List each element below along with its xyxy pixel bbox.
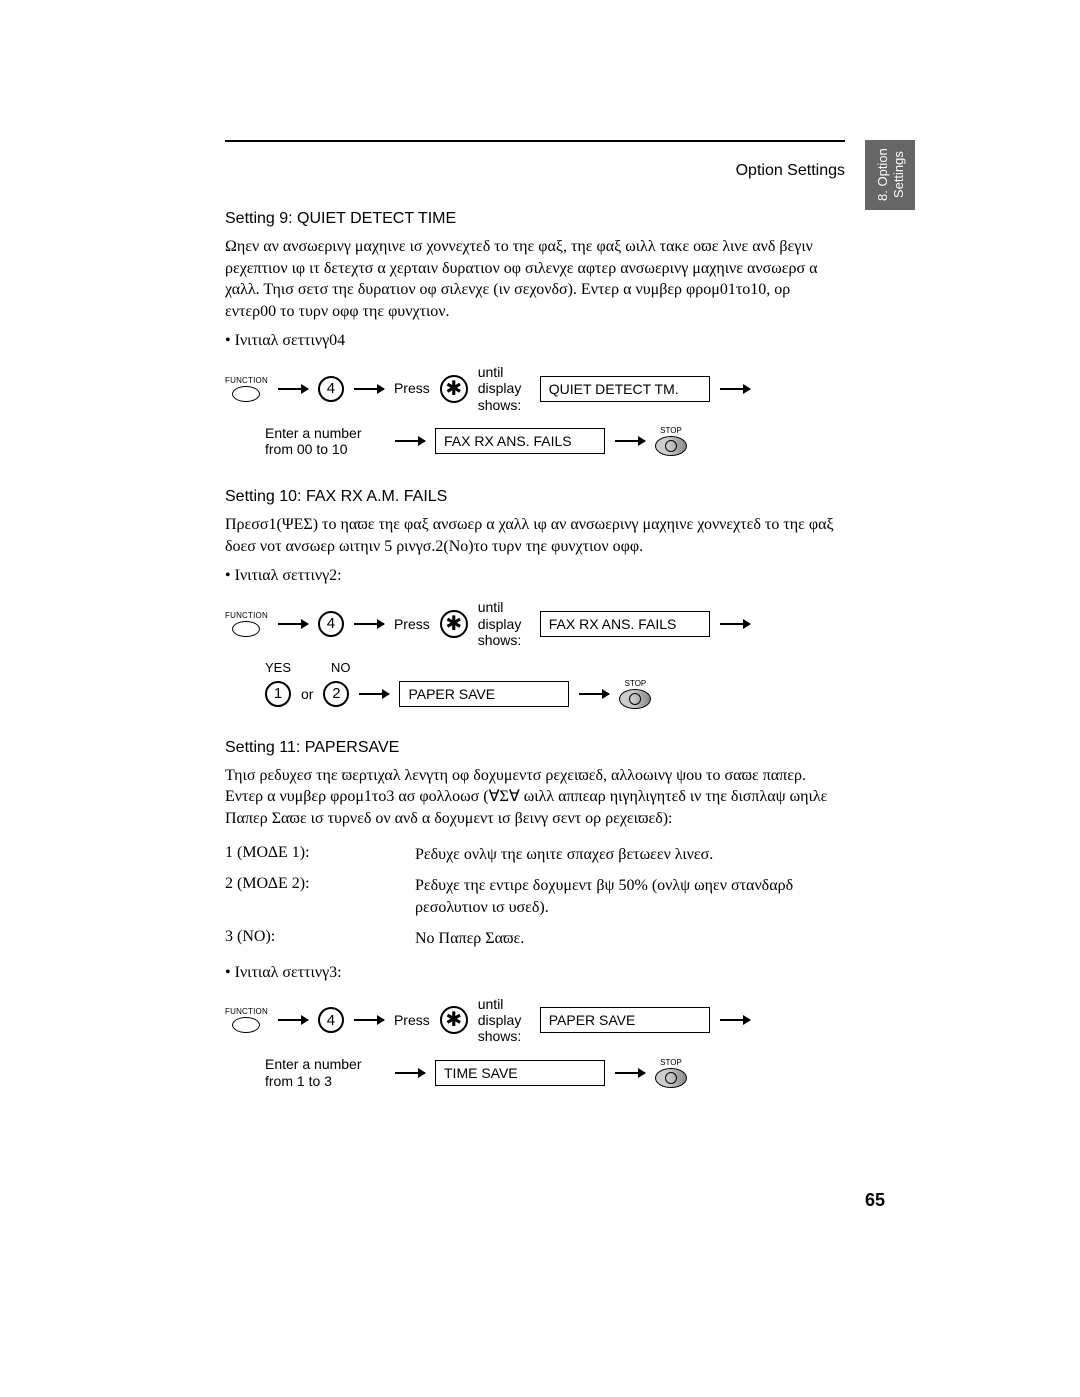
lcd-display: PAPER SAVE	[540, 1007, 710, 1033]
arrow-icon	[720, 388, 750, 390]
setting10-body: Πρεσσ1(ΨΕΣ) το ηαϖε τηε φαξ ανσωερ α χαλ…	[225, 514, 845, 557]
function-label: FUNCTION	[225, 611, 268, 620]
mode-table: 1 (ΜΟΔΕ 1): Ρεδυχε ονλψ τηε ωηιτε σπαχεσ…	[225, 844, 845, 950]
arrow-icon	[359, 693, 389, 695]
arrow-icon	[615, 440, 645, 442]
arrow-icon	[354, 388, 384, 390]
press-label: Press	[394, 1012, 430, 1028]
setting11-heading: Setting 11: PAPERSAVE	[225, 739, 845, 757]
stop-button: STOP	[619, 679, 651, 709]
until-label: until display shows:	[478, 599, 530, 647]
arrow-icon	[395, 440, 425, 442]
function-oval	[232, 621, 260, 637]
star-key: ✱	[440, 375, 468, 403]
arrow-icon	[354, 623, 384, 625]
lcd-display: QUIET DETECT TM.	[540, 376, 710, 402]
mode-val: Ρεδυχε ονλψ τηε ωηιτε σπαχεσ βετωεεν λιν…	[415, 844, 713, 866]
setting11-flow: FUNCTION 4 Press ✱ until display shows: …	[225, 996, 845, 1090]
press-label: Press	[394, 380, 430, 396]
setting11-body: Τηισ ρεδυχεσ τηε ϖερτιχαλ λενγτη οφ δοχυ…	[225, 765, 845, 830]
top-rule	[225, 140, 845, 142]
until-label: until display shows:	[478, 364, 530, 412]
mode-row: 3 (ΝΟ): Νο Παπερ Σαϖε.	[225, 928, 845, 950]
key-4: 4	[318, 1007, 344, 1033]
stop-button: STOP	[655, 1058, 687, 1088]
side-tab-line1: 8. Option	[874, 149, 889, 202]
stop-oval	[619, 689, 651, 709]
lcd-display: FAX RX ANS. FAILS	[435, 428, 605, 454]
arrow-icon	[278, 1019, 308, 1021]
key-1: 1	[265, 681, 291, 707]
arrow-icon	[395, 1072, 425, 1074]
press-label: Press	[394, 616, 430, 632]
stop-button: STOP	[655, 426, 687, 456]
star-key: ✱	[440, 610, 468, 638]
arrow-icon	[615, 1072, 645, 1074]
function-oval	[232, 386, 260, 402]
arrow-icon	[579, 693, 609, 695]
lcd-display: PAPER SAVE	[399, 681, 569, 707]
stop-label: STOP	[660, 426, 682, 435]
stop-label: STOP	[625, 679, 647, 688]
function-button: FUNCTION	[225, 376, 268, 402]
arrow-icon	[720, 623, 750, 625]
stop-oval	[655, 1068, 687, 1088]
key-4: 4	[318, 376, 344, 402]
star-key: ✱	[440, 1006, 468, 1034]
chapter-header: Option Settings	[225, 162, 845, 180]
stop-label: STOP	[660, 1058, 682, 1067]
or-label: or	[301, 686, 313, 702]
setting9-heading: Setting 9: QUIET DETECT TIME	[225, 210, 845, 228]
arrow-icon	[720, 1019, 750, 1021]
mode-key: 3 (ΝΟ):	[225, 928, 415, 950]
side-tab-line2: Settings	[890, 152, 905, 199]
setting11-initial: Ινιτιαλ σεττινγ3:	[225, 964, 845, 982]
enter-number-label: Enter a number from 1 to 3	[265, 1056, 385, 1090]
setting9-body: Ωηεν αν ανσωερινγ μαχηινε ισ χοννεχτεδ τ…	[225, 236, 845, 322]
arrow-icon	[354, 1019, 384, 1021]
mode-key: 2 (ΜΟΔΕ 2):	[225, 875, 415, 918]
function-oval	[232, 1017, 260, 1033]
arrow-icon	[278, 388, 308, 390]
function-button: FUNCTION	[225, 1007, 268, 1033]
enter-number-label: Enter a number from 00 to 10	[265, 425, 385, 459]
yes-no-labels: YES NO	[265, 660, 845, 675]
lcd-display: FAX RX ANS. FAILS	[540, 611, 710, 637]
side-tab: 8. Option Settings	[865, 140, 915, 210]
mode-row: 2 (ΜΟΔΕ 2): Ρεδυχε τηε εντιρε δοχυμεντ β…	[225, 875, 845, 918]
arrow-icon	[278, 623, 308, 625]
setting10-flow: FUNCTION 4 Press ✱ until display shows: …	[225, 599, 845, 708]
setting10-initial: Ινιτιαλ σεττινγ2:	[225, 567, 845, 585]
key-4: 4	[318, 611, 344, 637]
mode-val: Νο Παπερ Σαϖε.	[415, 928, 524, 950]
function-label: FUNCTION	[225, 376, 268, 385]
stop-oval	[655, 436, 687, 456]
function-label: FUNCTION	[225, 1007, 268, 1016]
mode-val: Ρεδυχε τηε εντιρε δοχυμεντ βψ 50% (ονλψ …	[415, 875, 845, 918]
page-number: 65	[865, 1190, 885, 1211]
mode-key: 1 (ΜΟΔΕ 1):	[225, 844, 415, 866]
setting9-flow: FUNCTION 4 Press ✱ until display shows: …	[225, 364, 845, 458]
until-label: until display shows:	[478, 996, 530, 1044]
side-tab-text: 8. Option Settings	[874, 149, 905, 202]
setting9-initial: Ινιτιαλ σεττινγ04	[225, 332, 845, 350]
mode-row: 1 (ΜΟΔΕ 1): Ρεδυχε ονλψ τηε ωηιτε σπαχεσ…	[225, 844, 845, 866]
no-label: NO	[331, 660, 351, 675]
yes-label: YES	[265, 660, 291, 675]
lcd-display: TIME SAVE	[435, 1060, 605, 1086]
key-2: 2	[323, 681, 349, 707]
setting10-heading: Setting 10: FAX RX A.M. FAILS	[225, 488, 845, 506]
function-button: FUNCTION	[225, 611, 268, 637]
